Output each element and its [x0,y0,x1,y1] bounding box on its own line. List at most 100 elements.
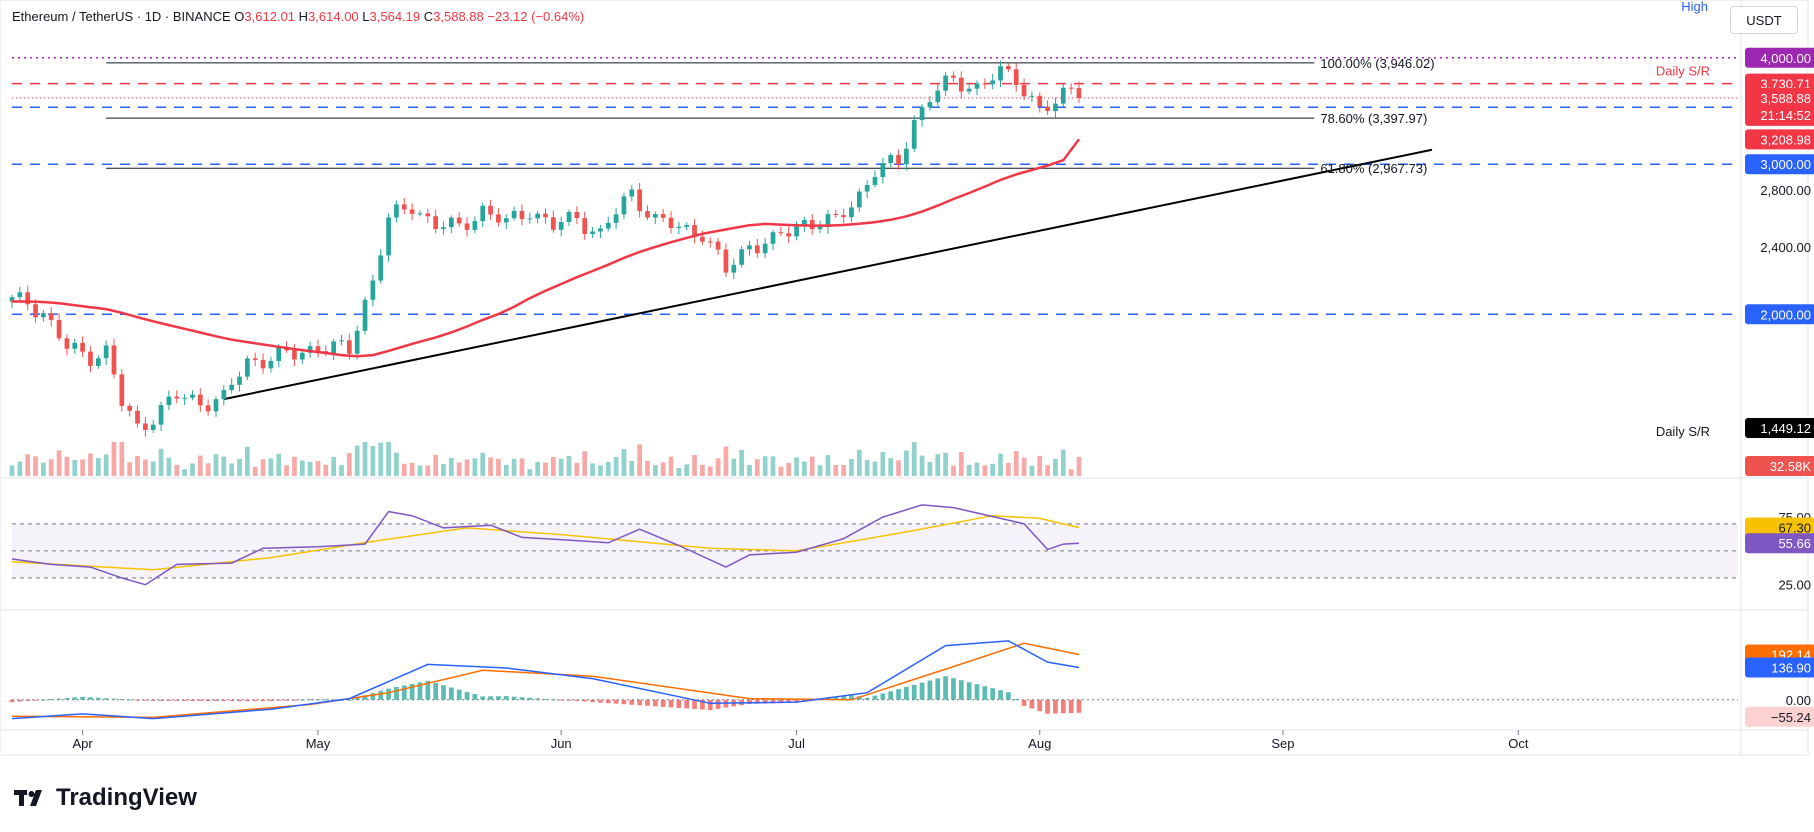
volume-bar [927,461,933,476]
macd-histogram-bar [174,699,180,701]
symbol-name[interactable]: Ethereum / TetherUS · 1D · BINANCE [12,9,231,24]
macd-histogram-bar [637,699,642,706]
candle-body [347,340,352,354]
macd-hist-tag: −55.24 [1771,710,1811,725]
volume-bar [590,463,595,476]
macd-histogram-bar [1013,699,1019,701]
fib-label: 78.60% (3,397.97) [1320,111,1427,126]
volume-bar [550,456,556,476]
macd-histogram-bar [747,699,752,704]
volume-bar [1076,456,1082,476]
macd-histogram-bar [935,678,941,700]
volume-bar [472,458,478,476]
candle-body [370,280,376,300]
candle-body [527,218,533,220]
volume-bar [1006,462,1011,476]
volume-bar [558,458,564,476]
volume-bar [872,461,878,476]
volume-bar [621,449,627,476]
macd-histogram-bar [354,697,360,700]
tradingview-logo[interactable]: TradingView [14,784,197,812]
macd-histogram-bar [605,699,611,704]
volume-bar [966,465,972,476]
volume-bar [543,462,548,476]
candle-body [833,214,839,216]
macd-histogram-bar [535,698,540,700]
last-price-tag: 3,588.88 [1760,91,1811,106]
time-axis[interactable]: Apr May Jun Jul Aug Sep Oct [72,730,1529,751]
macd-histogram-bar [378,690,384,700]
time-tick-label: Oct [1508,736,1529,751]
volume-bar [386,442,391,476]
macd-histogram-bar [904,686,909,700]
volume-bar [707,466,713,476]
macd-histogram-bar [480,696,486,700]
volume-bar [715,458,721,476]
tradingview-icon [14,790,42,806]
macd-signal-line [11,642,1080,719]
volume-bar [778,466,784,476]
volume-bar [229,463,235,476]
volume-bar [1037,455,1043,476]
candle-body [111,345,117,375]
candle-body [888,155,894,164]
volume-bar [503,464,509,476]
volume-bar [456,462,462,476]
macd-histogram-bar [1037,699,1043,712]
volume-bar [166,457,172,476]
macd-histogram-bar [841,695,846,700]
volume-bar [401,463,407,476]
macd-histogram-bar [441,685,446,700]
candle-body [637,189,642,212]
currency-button[interactable]: USDT [1730,6,1798,34]
price-tick-label: 2,800.00 [1760,183,1811,198]
macd-histogram-bar [927,680,933,700]
macd-histogram-bar [700,699,705,710]
macd-histogram-bar [1029,699,1035,709]
macd-histogram-bar [1076,699,1082,713]
macd-histogram-bar [433,683,439,700]
candle-body [252,358,258,360]
candle-body [56,319,62,339]
time-tick-label: May [306,736,331,751]
candle-body [864,184,870,192]
volume-bar [974,462,980,476]
volume-bar [190,463,195,476]
volume-bar [692,454,697,476]
ma-tag-bg [1745,129,1814,150]
open-value: 3,612.01 [244,9,296,24]
candle-body [770,232,776,244]
candle-body [496,214,501,223]
macd-histogram-bar [660,699,666,707]
fibonacci-levels: 100.00% (3,946.02) 78.60% (3,397.97) 61.80… [106,56,1435,401]
volume-bar [762,456,768,476]
candle-body [143,423,148,431]
daily-sr-low-label: Daily S/R [1656,424,1710,439]
brand-name: TradingView [56,784,197,811]
candle-body [25,292,31,305]
macd-histogram-bar [527,697,533,700]
volume-bar [448,457,454,476]
volume-bar [511,458,517,476]
candle-body [582,218,588,235]
candle-body [543,213,548,218]
volume-bar [464,459,470,476]
volume-bar [197,455,203,476]
candle-body [362,299,368,331]
rsi-line [11,504,1080,586]
candle-body [739,249,744,265]
volume-bar [252,466,258,476]
candle-body [982,83,988,85]
candle-body [221,390,227,400]
volume-bar [237,458,242,476]
fib-label: 61.80% (2,967.73) [1320,161,1427,176]
volume-bar [56,450,62,476]
candle-body [684,225,690,227]
volume-bar [80,459,85,476]
candle-body [464,223,470,230]
candle-body [1021,84,1027,97]
macd-histogram-bar [951,678,956,700]
price-axis[interactable]: 2,000.002,400.002,800.003,000.003,500.00… [1745,47,1814,727]
price-tag-bg [1745,154,1814,175]
